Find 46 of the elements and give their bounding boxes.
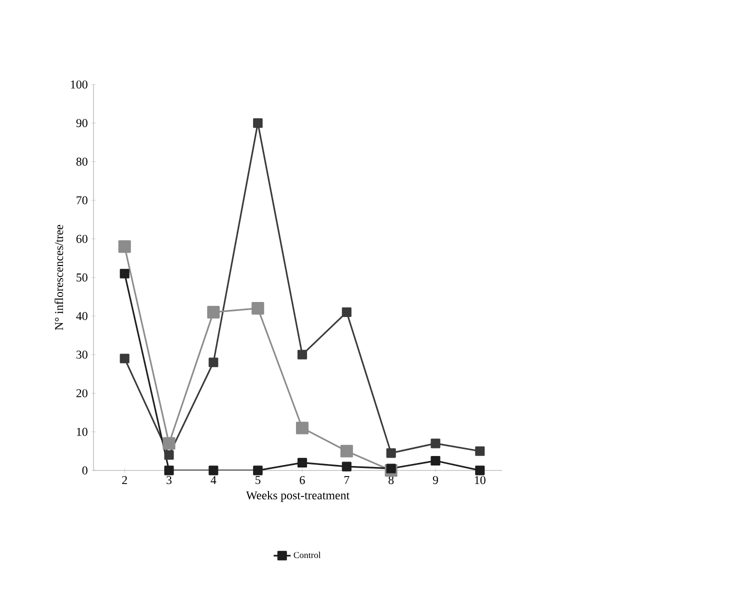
y-tick-label: 90 bbox=[76, 118, 88, 128]
point bbox=[120, 268, 130, 278]
point bbox=[207, 306, 220, 318]
point bbox=[475, 466, 485, 476]
x-tick-label: 3 bbox=[166, 476, 172, 484]
x-axis-title: Weeks post-treatment bbox=[246, 490, 350, 502]
y-tick-label: 60 bbox=[76, 234, 88, 243]
point bbox=[252, 302, 264, 315]
point bbox=[120, 354, 130, 364]
point bbox=[475, 446, 485, 456]
y-tick-label: 30 bbox=[76, 350, 88, 359]
point bbox=[342, 462, 352, 472]
point bbox=[297, 458, 308, 468]
point bbox=[208, 358, 218, 368]
x-tick-label: 4 bbox=[210, 476, 216, 484]
x-tick-label: 5 bbox=[256, 476, 260, 484]
x-tick-label: 6 bbox=[300, 476, 305, 484]
point bbox=[253, 466, 263, 476]
x-tick-label: 10 bbox=[474, 476, 486, 484]
point bbox=[164, 466, 174, 476]
y-tick-label: 20 bbox=[76, 389, 88, 398]
point bbox=[342, 307, 352, 317]
point bbox=[164, 450, 174, 460]
y-tick-label: 70 bbox=[76, 196, 88, 204]
x-tick-label: 9 bbox=[432, 476, 438, 484]
y-axis-title: N° inflorescences/tree bbox=[54, 224, 64, 330]
point bbox=[386, 448, 396, 458]
point bbox=[430, 456, 440, 466]
point bbox=[340, 444, 353, 458]
point bbox=[386, 464, 396, 474]
point bbox=[118, 240, 131, 253]
y-tick-label: 10 bbox=[76, 428, 88, 436]
y-tick-label: 0 bbox=[82, 466, 88, 474]
x-tick-label: 2 bbox=[122, 476, 127, 484]
point bbox=[208, 466, 218, 476]
point bbox=[296, 422, 309, 434]
point bbox=[162, 437, 176, 450]
point bbox=[253, 118, 263, 128]
legend-label: Control bbox=[294, 552, 321, 558]
y-tick-label: 40 bbox=[76, 312, 88, 320]
x-tick-label: 7 bbox=[344, 476, 350, 484]
y-tick-label: 100 bbox=[71, 80, 88, 88]
y-tick-label: 80 bbox=[76, 158, 88, 166]
y-tick-label: 50 bbox=[76, 273, 88, 282]
point bbox=[297, 350, 308, 360]
point bbox=[430, 438, 440, 448]
